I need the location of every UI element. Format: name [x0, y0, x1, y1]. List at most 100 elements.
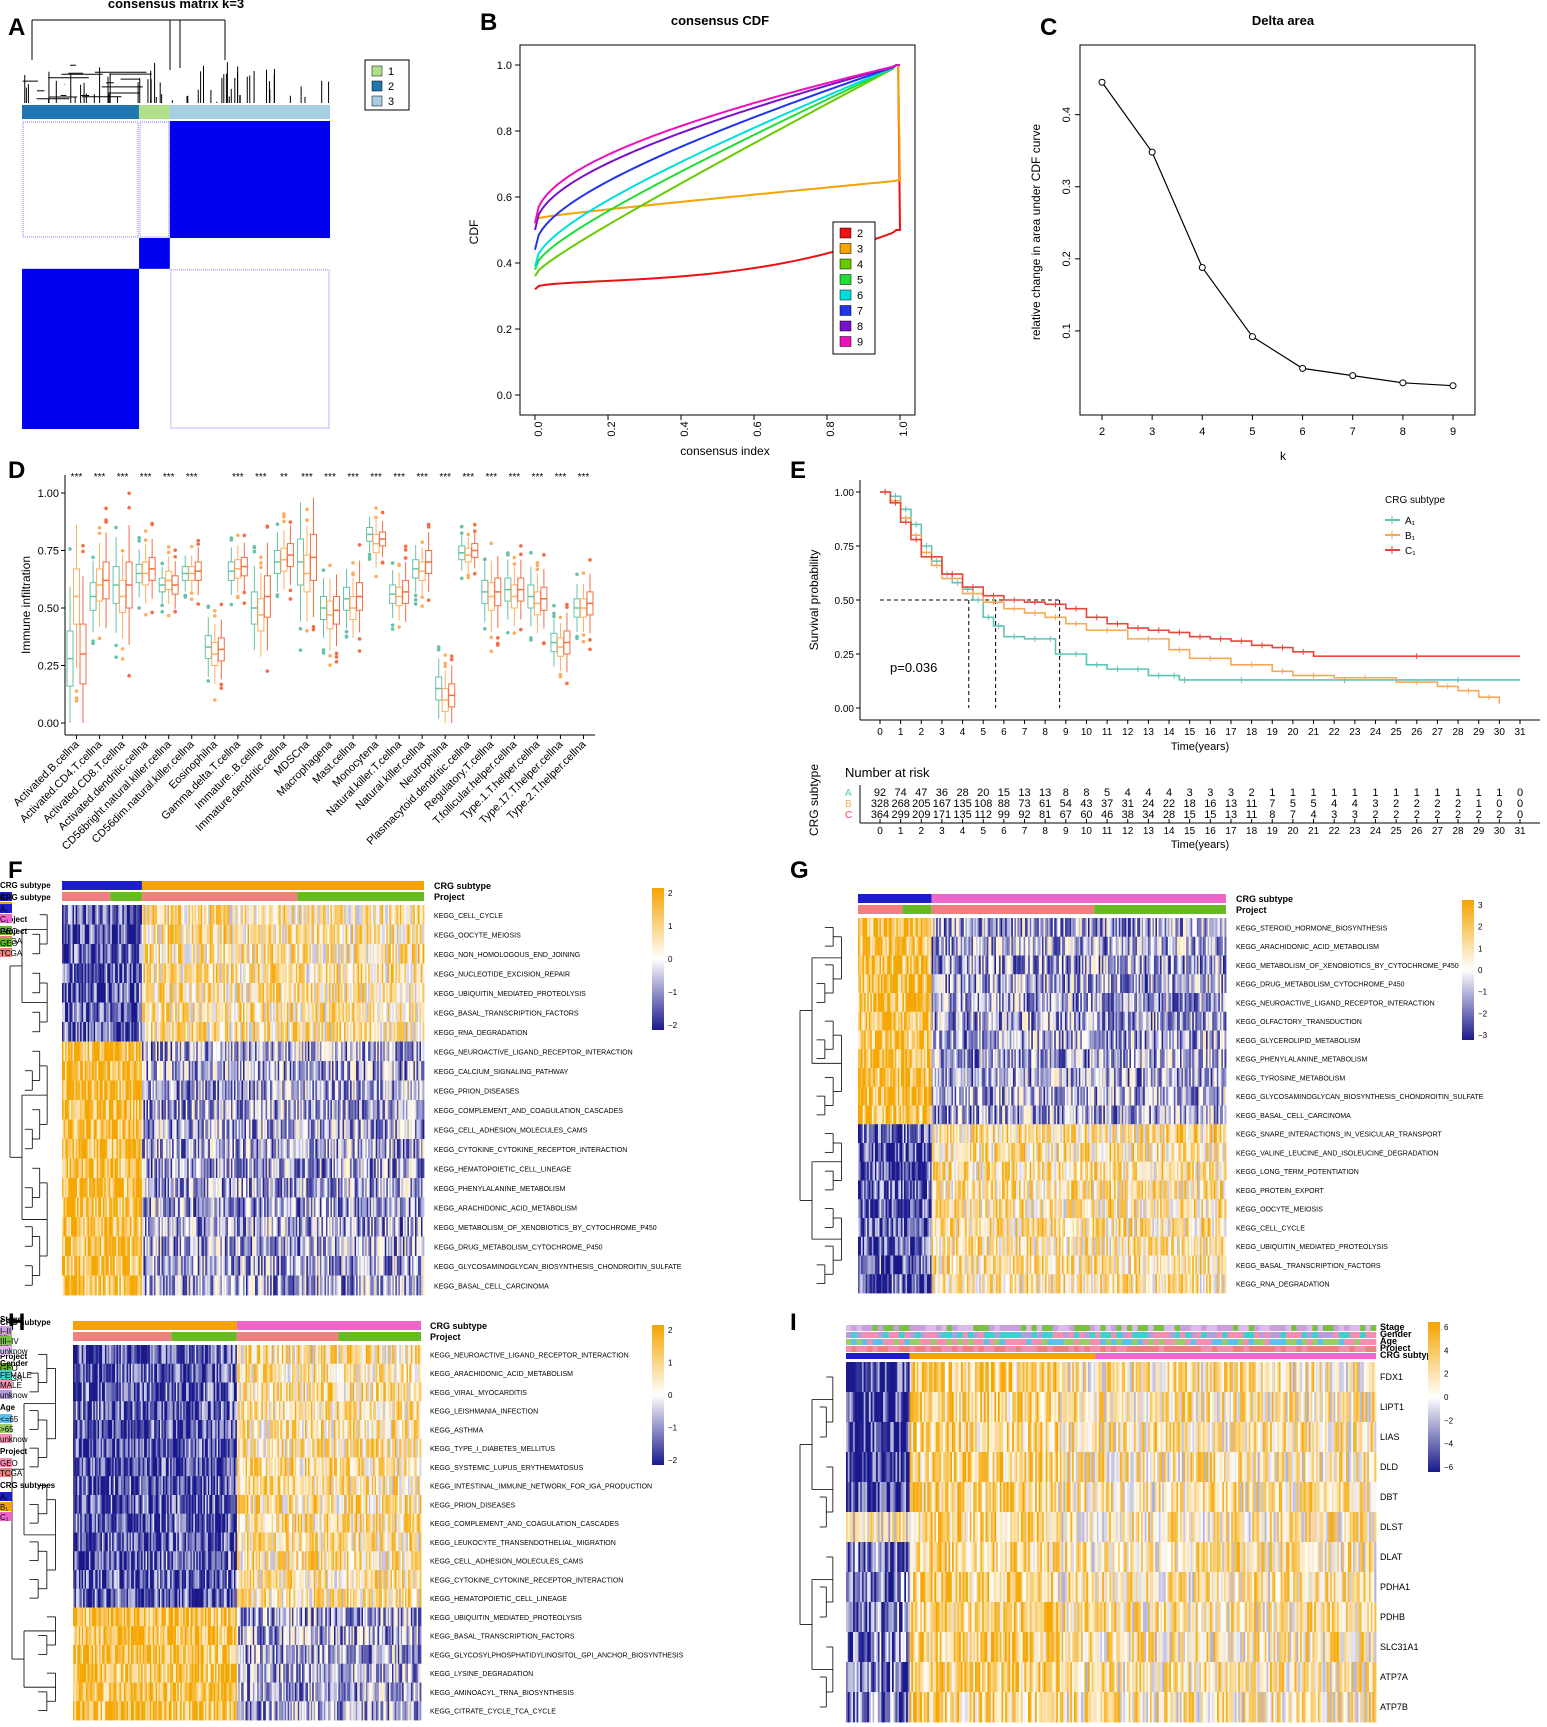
- risk-count: 7: [1269, 798, 1275, 810]
- risk-count: 1: [1476, 798, 1482, 810]
- risk-count: 13: [1225, 798, 1237, 810]
- risk-count: 5: [1310, 798, 1316, 810]
- risk-count: 13: [1018, 787, 1030, 799]
- heatmap-cell: [71, 905, 73, 925]
- y-tick-label: 0.4: [497, 258, 512, 270]
- risk-x-tick-label: 21: [1308, 826, 1320, 837]
- heatmap-cell: [132, 905, 135, 925]
- significance-label: ***: [255, 472, 267, 483]
- outlier: [229, 602, 234, 607]
- risk-count: 8: [1063, 787, 1069, 799]
- heatmap-cell: [72, 905, 75, 925]
- risk-count: 28: [956, 787, 968, 799]
- x-tick-label: 0.0: [533, 421, 545, 436]
- x-tick-label: 16: [1205, 727, 1217, 738]
- heatmap-cell: [105, 905, 108, 925]
- significance-label: ***: [393, 472, 405, 483]
- risk-x-tick-label: 31: [1514, 826, 1526, 837]
- risk-count: 7: [1290, 809, 1296, 821]
- risk-x-tick-label: 25: [1391, 826, 1403, 837]
- risk-count: 3: [1331, 809, 1337, 821]
- heatmap-cell: [143, 905, 146, 925]
- risk-count: 3: [1187, 787, 1193, 799]
- x-tick-label: 15: [1184, 727, 1196, 738]
- heatmap-cell: [126, 905, 129, 925]
- outlier: [466, 532, 471, 537]
- outlier: [298, 648, 303, 652]
- x-tick-label: 22: [1329, 727, 1341, 738]
- outlier: [328, 563, 332, 568]
- x-tick-label: 13: [1143, 727, 1155, 738]
- heatmap-cell: [63, 905, 66, 925]
- risk-count: 2: [1414, 798, 1420, 810]
- outlier: [413, 593, 418, 598]
- outlier: [357, 637, 362, 641]
- outlier: [552, 614, 556, 619]
- y-axis-label: CDF: [467, 220, 481, 245]
- series-line-6: [534, 64, 900, 267]
- x-tick-label: 12: [1122, 727, 1134, 738]
- legend-label: 5: [857, 275, 863, 287]
- outlier: [219, 602, 224, 607]
- outlier: [334, 655, 339, 659]
- heatmap-cell: [422, 1178, 425, 1198]
- risk-x-tick-label: 12: [1122, 826, 1134, 837]
- y-tick-label: 0.00: [38, 718, 59, 730]
- series-line-9: [534, 64, 900, 224]
- x-tick-label: 10: [1081, 727, 1093, 738]
- risk-count: 8: [1083, 787, 1089, 799]
- significance-label: ***: [462, 472, 474, 483]
- risk-count: 43: [1080, 798, 1092, 810]
- significance-label: ***: [324, 472, 336, 483]
- risk-count: 268: [891, 798, 909, 810]
- cluster-bar-segment: [22, 105, 140, 119]
- risk-x-tick-label: 27: [1432, 826, 1444, 837]
- significance-label: ***: [186, 472, 198, 483]
- outlier: [581, 571, 586, 575]
- survival-curve-B: [880, 491, 1501, 704]
- heatmap-cell: [149, 905, 152, 925]
- outlier: [558, 615, 563, 620]
- risk-count: 74: [895, 787, 907, 799]
- risk-x-tick-label: 24: [1370, 826, 1382, 837]
- subtype-bar: [141, 881, 425, 890]
- heatmap-cell: [128, 905, 131, 925]
- x-tick-label: 21: [1308, 727, 1320, 738]
- legend-label: 2: [388, 81, 394, 93]
- risk-count: 0: [1496, 798, 1502, 810]
- panel-letter-C: C: [1040, 14, 1057, 41]
- outlier: [288, 597, 293, 601]
- outlier: [143, 538, 148, 542]
- panel-letter-F: F: [8, 857, 23, 884]
- heatmap-cell: [81, 905, 84, 925]
- outlier: [206, 679, 211, 683]
- risk-count: 15: [1184, 809, 1196, 821]
- y-tick-label: 0.8: [497, 126, 512, 138]
- data-point: [1299, 364, 1307, 372]
- legend-swatch: [839, 274, 852, 285]
- heatmap-cell: [113, 905, 116, 925]
- outlier: [328, 663, 332, 667]
- outlier: [472, 522, 477, 527]
- heatmap-cell: [154, 905, 156, 925]
- outlier: [449, 654, 454, 658]
- series-line-8: [534, 64, 900, 231]
- outlier: [305, 518, 309, 523]
- matrix-block: [22, 268, 140, 429]
- heatmap-cell: [209, 905, 212, 925]
- heatmap-cell: [230, 905, 233, 925]
- significance-label: ***: [439, 472, 451, 483]
- risk-count: 4: [1125, 787, 1131, 799]
- heatmap-cell: [92, 905, 95, 925]
- risk-count: 3: [1352, 809, 1358, 821]
- risk-x-tick-label: 7: [1022, 826, 1028, 837]
- outlier: [252, 549, 257, 554]
- heatmap-cell: [422, 1197, 425, 1218]
- outlier: [189, 597, 194, 602]
- risk-count: 2: [1455, 798, 1461, 810]
- legend-swatch: [839, 258, 852, 270]
- survival-curve-C: [880, 491, 1520, 657]
- x-axis-label: Time(years): [1171, 741, 1229, 753]
- heatmap-cell: [129, 905, 132, 925]
